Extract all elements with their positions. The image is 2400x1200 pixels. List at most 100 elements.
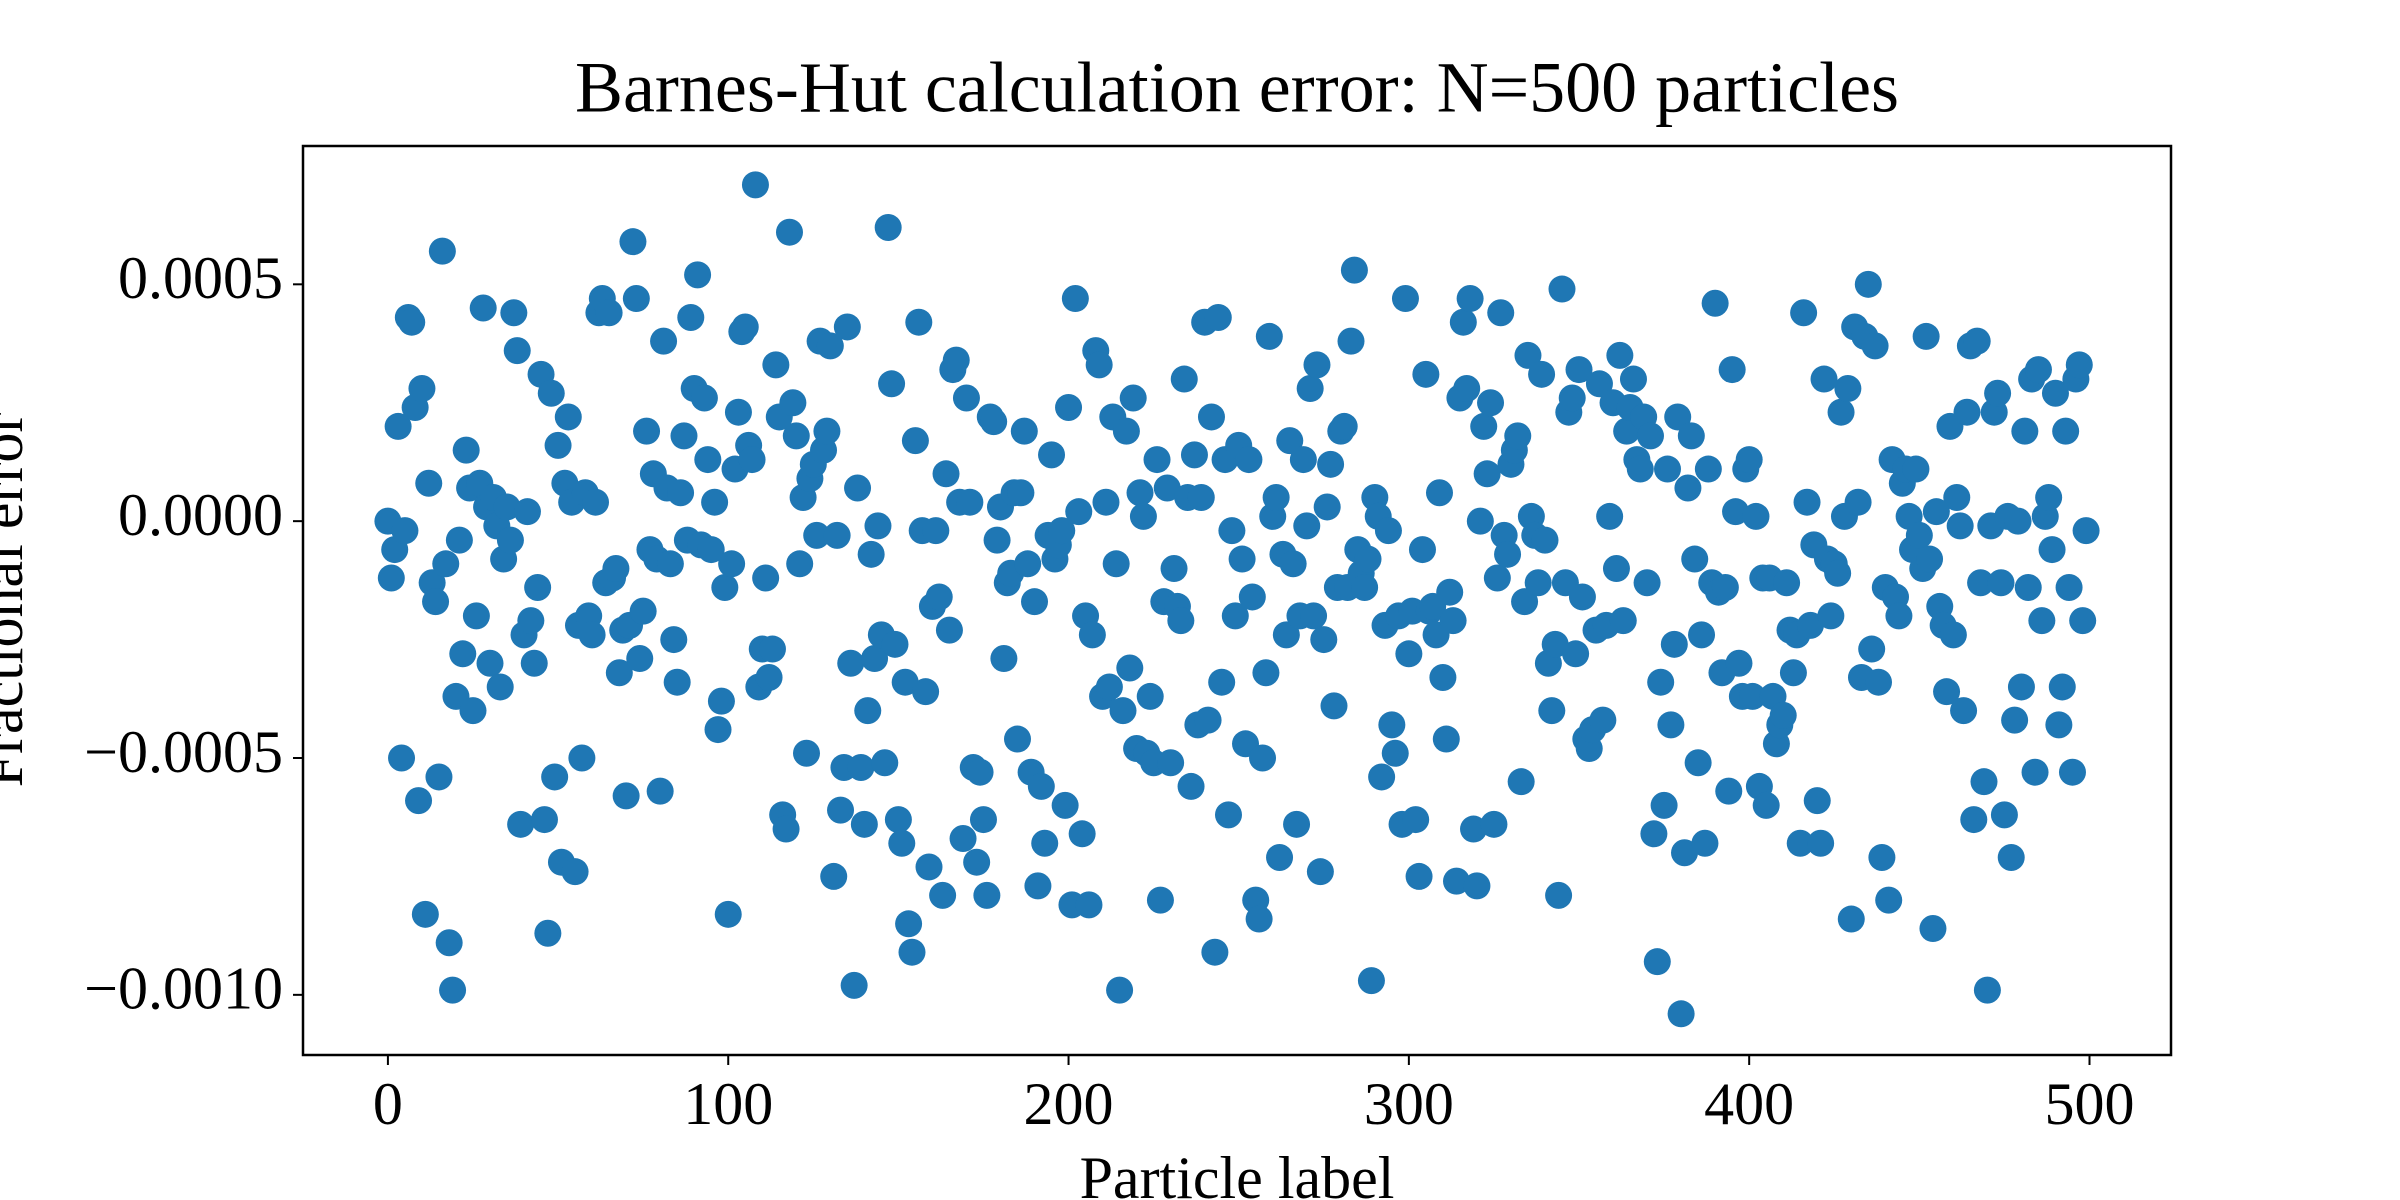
point [1987, 569, 2015, 597]
point [861, 645, 889, 673]
point [1412, 360, 1440, 388]
point [1715, 777, 1743, 805]
point [969, 806, 997, 834]
point [884, 806, 912, 834]
point [1167, 607, 1195, 635]
point [1010, 417, 1038, 445]
point [690, 384, 718, 412]
point [1504, 422, 1532, 450]
point [813, 417, 841, 445]
point [752, 564, 780, 592]
point [1511, 588, 1539, 616]
y-tick-label: 0.0000 [118, 482, 283, 548]
point [980, 408, 1008, 436]
point [1864, 668, 1892, 696]
point [1735, 446, 1763, 474]
point [1657, 711, 1685, 739]
point [1943, 483, 1971, 511]
point [650, 327, 678, 355]
point [2028, 607, 2056, 635]
x-tick-label: 200 [1024, 1071, 1114, 1137]
point [1790, 299, 1818, 327]
point [1014, 550, 1042, 578]
point [1545, 881, 1573, 909]
point [803, 521, 831, 549]
point [626, 645, 654, 673]
point [1112, 417, 1140, 445]
point [517, 607, 545, 635]
point [1528, 360, 1556, 388]
point [568, 744, 596, 772]
point [1701, 289, 1729, 317]
point [905, 308, 933, 336]
point [1643, 948, 1671, 976]
point [1116, 654, 1144, 682]
point [435, 929, 463, 957]
point [520, 649, 548, 677]
point [677, 303, 705, 331]
point [1245, 905, 1273, 933]
point [462, 602, 490, 630]
point [1408, 536, 1436, 564]
x-tick-label: 500 [2044, 1071, 2134, 1137]
point [1187, 483, 1215, 511]
point [405, 787, 433, 815]
point [779, 389, 807, 417]
point [2007, 673, 2035, 701]
point [772, 815, 800, 843]
point [871, 749, 899, 777]
point [1436, 578, 1464, 606]
point [827, 796, 855, 824]
point [1885, 602, 1913, 630]
point [1470, 412, 1498, 440]
point [1160, 555, 1188, 583]
point [878, 370, 906, 398]
point [1153, 474, 1181, 502]
point [1984, 379, 2012, 407]
point [983, 526, 1011, 554]
point [1456, 285, 1484, 313]
point [1157, 749, 1185, 777]
point [1824, 559, 1852, 587]
point [1303, 351, 1331, 379]
point [837, 649, 865, 677]
point [847, 753, 875, 781]
point [1395, 640, 1423, 668]
point [629, 597, 657, 625]
point [731, 313, 759, 341]
point [1235, 446, 1263, 474]
point [1102, 550, 1130, 578]
y-tick-label: −0.0005 [84, 719, 283, 785]
point [1439, 607, 1467, 635]
point [1990, 801, 2018, 829]
point [1494, 540, 1522, 568]
point [561, 858, 589, 886]
point [1609, 607, 1637, 635]
y-axis-label: Fractional error [0, 413, 35, 788]
point [503, 337, 531, 365]
point [1272, 621, 1300, 649]
point [1541, 630, 1569, 658]
point [1201, 938, 1229, 966]
point [888, 829, 916, 857]
point [1861, 332, 1889, 360]
point [864, 512, 892, 540]
point [452, 436, 480, 464]
point [1664, 403, 1692, 431]
point [1313, 493, 1341, 521]
point [1425, 479, 1453, 507]
point [1807, 829, 1835, 857]
point [612, 782, 640, 810]
point [1051, 791, 1079, 819]
point [1146, 886, 1174, 914]
y-tick-label: −0.0010 [84, 956, 283, 1022]
point [1694, 455, 1722, 483]
point [844, 474, 872, 502]
point [1905, 521, 1933, 549]
point [1538, 697, 1566, 725]
y-tick-label: 0.0005 [118, 245, 283, 311]
point [486, 673, 514, 701]
point [854, 697, 882, 725]
point [1483, 564, 1511, 592]
